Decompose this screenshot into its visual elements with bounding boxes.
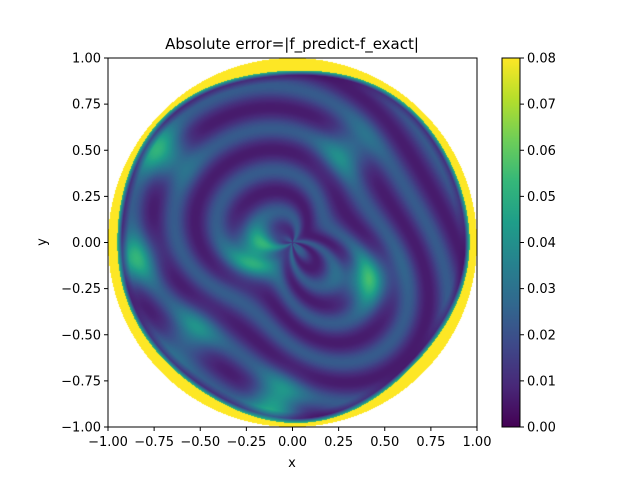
colorbar-tick-label: 0.01 bbox=[527, 374, 556, 389]
colorbar-tick-label: 0.03 bbox=[527, 282, 556, 297]
colorbar-tick-label: 0.06 bbox=[527, 144, 556, 159]
colorbar-tick-label: 0.00 bbox=[527, 421, 556, 436]
x-tick-label: 0.25 bbox=[324, 435, 353, 450]
plot-area bbox=[107, 57, 478, 428]
x-axis-label: x bbox=[288, 456, 296, 471]
colorbar-tick-label: 0.07 bbox=[527, 98, 556, 113]
y-tick-label: −0.50 bbox=[61, 328, 101, 343]
colorbar-gradient bbox=[502, 58, 520, 427]
x-tick-label: −0.25 bbox=[226, 435, 266, 450]
colorbar-ticks: 0.00 0.01 0.02 0.03 0.04 0.05 0.06 0.07 0.08 bbox=[520, 52, 556, 436]
y-tick-label: 0.00 bbox=[72, 236, 101, 251]
x-tick-label: −1.00 bbox=[88, 435, 128, 450]
y-tick-label: 0.25 bbox=[72, 190, 101, 205]
x-tick-label: 0.75 bbox=[416, 435, 445, 450]
colorbar-tick-label: 0.04 bbox=[527, 236, 556, 251]
colorbar: 0.00 0.01 0.02 0.03 0.04 0.05 0.06 0.07 0.08 bbox=[501, 52, 556, 436]
error-heatmap bbox=[108, 58, 477, 427]
x-axis: −1.00 −0.75 −0.50 −0.25 0.00 0.25 0.50 0.75 1.00 bbox=[88, 427, 491, 450]
x-tick-label: 1.00 bbox=[463, 435, 492, 450]
y-axis: −1.00 −0.75 −0.50 −0.25 0.00 0.25 0.50 0.75 1.00 bbox=[61, 52, 108, 436]
y-tick-label: 0.50 bbox=[72, 144, 101, 159]
y-tick-label: −0.25 bbox=[61, 282, 101, 297]
y-tick-label: 0.75 bbox=[72, 98, 101, 113]
y-tick-label: 1.00 bbox=[72, 52, 101, 67]
x-tick-label: −0.50 bbox=[180, 435, 220, 450]
colorbar-tick-label: 0.02 bbox=[527, 328, 556, 343]
x-tick-label: 0.50 bbox=[370, 435, 399, 450]
colorbar-tick-label: 0.05 bbox=[527, 190, 556, 205]
y-tick-label: −0.75 bbox=[61, 374, 101, 389]
y-tick-label: −1.00 bbox=[61, 421, 101, 436]
chart-title: Absolute error=|f_predict-f_exact| bbox=[165, 35, 419, 54]
y-axis-label: y bbox=[35, 238, 50, 246]
x-tick-label: 0.00 bbox=[278, 435, 307, 450]
x-tick-label: −0.75 bbox=[134, 435, 174, 450]
colorbar-tick-label: 0.08 bbox=[527, 52, 556, 67]
